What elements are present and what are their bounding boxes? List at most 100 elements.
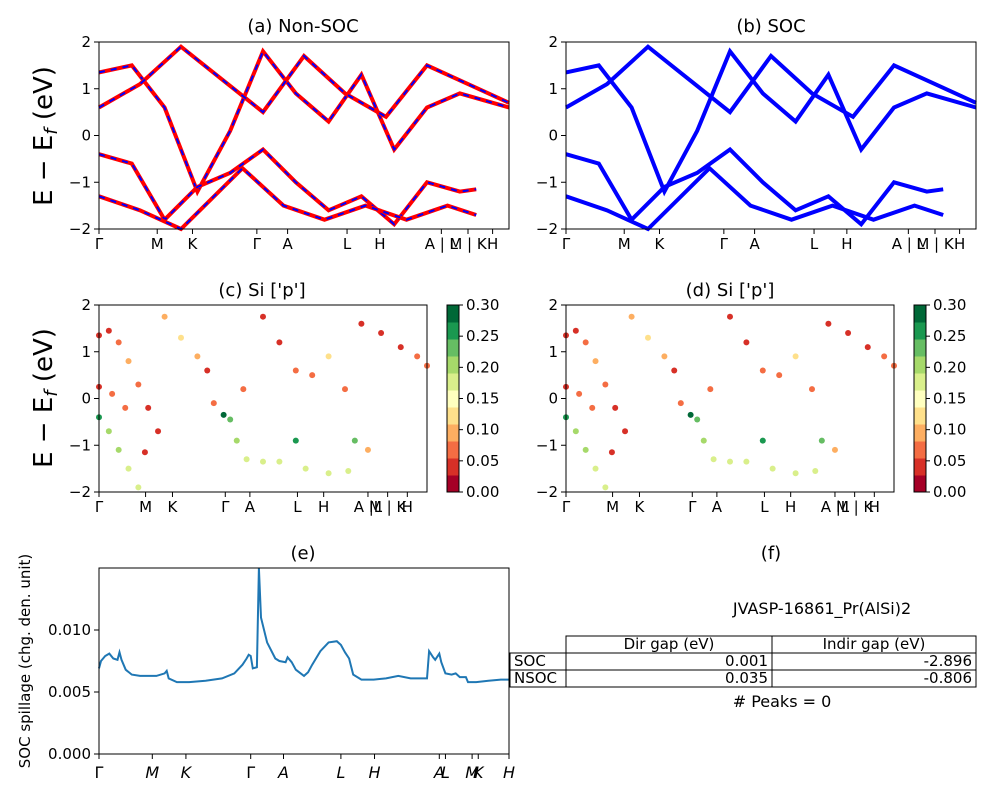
x-tick-label: M | K xyxy=(369,498,408,516)
panel-e-frame xyxy=(98,567,510,755)
table-cell-dir: 0.001 xyxy=(725,652,768,670)
panel-d-title: (d) Si ['p'] xyxy=(686,280,775,301)
data-point xyxy=(582,446,589,453)
panel-d-frame xyxy=(565,304,895,493)
panel-f-title: (f) xyxy=(761,543,781,564)
x-tick-label: Γ xyxy=(95,235,104,253)
x-tick-label: L xyxy=(760,498,769,516)
x-tick-label: Γ xyxy=(246,763,255,782)
data-point xyxy=(759,437,766,444)
data-point xyxy=(608,449,615,456)
x-tick-label: L xyxy=(343,235,352,253)
x-tick-label: L xyxy=(293,498,302,516)
data-point xyxy=(602,381,609,388)
data-point xyxy=(178,334,184,341)
x-tick-label: A xyxy=(245,498,256,516)
data-point xyxy=(743,458,750,465)
data-point xyxy=(378,330,385,337)
panel-a-ylabel: E − Ef (eV) xyxy=(29,66,62,206)
panel-c: (c) Si ['p'] E − Ef (eV) 210−1−2Γ M K Γ A L H A… xyxy=(29,280,499,516)
colorbar-tick-label: 0.15 xyxy=(933,390,966,408)
y-tick-label: 2 xyxy=(81,33,91,51)
data-point xyxy=(260,458,266,465)
y-tick-label: 1 xyxy=(548,343,558,361)
panel-d: (d) Si ['p'] 210−1−2Γ M K Γ A L H A |LM | KH 0.… xyxy=(536,280,967,516)
data-point xyxy=(572,327,579,334)
panel-c-colorbar: 0.30 0.25 0.20 0.15 0.10 0.05 0.00 xyxy=(446,296,499,501)
y-tick-label: −1 xyxy=(69,173,91,191)
y-tick-label: −2 xyxy=(69,220,91,238)
spillage-line xyxy=(98,567,509,684)
y-tick-label: −1 xyxy=(69,436,91,454)
data-point xyxy=(276,458,283,465)
colorbar-tick-label: 0.20 xyxy=(933,358,966,376)
data-point xyxy=(309,372,316,379)
y-tick-label: 0.000 xyxy=(48,745,91,763)
data-point xyxy=(260,313,266,320)
band-line xyxy=(98,165,477,232)
colorbar-segment xyxy=(914,339,926,357)
x-tick-label: M xyxy=(606,498,619,516)
y-tick-label: −1 xyxy=(536,173,558,191)
y-tick-label: 0 xyxy=(81,127,91,145)
x-tick-label: H xyxy=(503,763,515,782)
x-tick-label: H xyxy=(954,235,965,253)
panel-a-title: (a) Non-SOC xyxy=(247,16,358,37)
x-tick-label: M | K xyxy=(836,498,875,516)
data-point xyxy=(109,390,116,397)
data-point xyxy=(645,334,651,341)
y-tick-label: 1 xyxy=(81,80,91,98)
x-tick-label: M xyxy=(145,763,159,782)
data-point xyxy=(776,372,783,379)
x-tick-label: M | K xyxy=(449,235,488,253)
data-point xyxy=(122,404,129,411)
data-point xyxy=(864,344,871,351)
x-tick-label: L xyxy=(810,235,819,253)
band-line xyxy=(565,44,977,120)
x-tick-label: Γ xyxy=(221,498,230,516)
colorbar-tick-label: 0.20 xyxy=(466,358,499,376)
colorbar-segment xyxy=(447,339,459,357)
table-row-label: SOC xyxy=(514,652,546,670)
colorbar-segment xyxy=(447,305,459,323)
x-tick-label: K xyxy=(168,498,179,516)
data-point xyxy=(210,400,217,407)
panel-e: (e) SOC spillage (chg. den. unit) 0.010 0… xyxy=(16,543,515,782)
x-tick-label: H xyxy=(374,235,385,253)
data-point xyxy=(792,353,799,360)
x-tick-label: K xyxy=(188,235,199,253)
data-point xyxy=(161,313,168,320)
data-point xyxy=(342,386,348,393)
x-tick-label: K xyxy=(181,763,193,782)
y-tick-label: 0 xyxy=(81,390,91,408)
x-tick-label: Γ xyxy=(562,498,571,516)
x-tick-label: Γ xyxy=(253,235,262,253)
x-tick-label: K xyxy=(635,498,646,516)
y-tick-label: −2 xyxy=(69,483,91,501)
data-point xyxy=(831,446,838,453)
panel-d-plot: 210−1−2Γ M K Γ A L H A |LM | KH xyxy=(536,296,897,516)
y-tick-label: 1 xyxy=(548,80,558,98)
y-tick-label: 0.005 xyxy=(48,683,91,701)
colorbar-segment xyxy=(914,424,926,442)
x-tick-label: H xyxy=(841,235,852,253)
data-point xyxy=(397,344,404,351)
data-point xyxy=(710,456,717,463)
data-point xyxy=(809,386,815,393)
x-tick-label: Γ xyxy=(95,498,104,516)
x-tick-label: K xyxy=(473,763,485,782)
colorbar-segment xyxy=(447,441,459,459)
data-point xyxy=(125,465,132,472)
data-point xyxy=(677,400,684,407)
colorbar-tick-label: 0.15 xyxy=(466,390,499,408)
colorbar-tick-label: 0.00 xyxy=(466,483,499,501)
colorbar-segment xyxy=(447,424,459,442)
colorbar-segment xyxy=(914,475,926,493)
panel-c-title: (c) Si ['p'] xyxy=(218,280,305,301)
colorbar-tick-label: 0.10 xyxy=(933,421,966,439)
data-point xyxy=(227,416,234,423)
x-tick-label: M | K xyxy=(916,235,955,253)
table-cell-dir: 0.035 xyxy=(725,669,768,687)
